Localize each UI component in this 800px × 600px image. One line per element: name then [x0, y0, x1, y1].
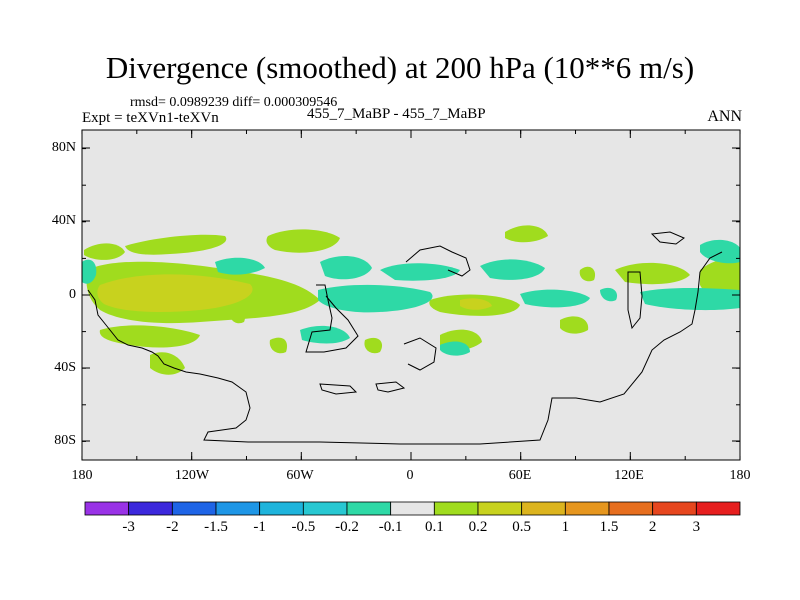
contour-cyan-north-pacific [215, 257, 265, 275]
colorbar-swatch-14 [695, 501, 741, 516]
coastline-pacific-islands [650, 231, 685, 245]
coastlines [87, 231, 723, 445]
season-label: ANN [707, 108, 742, 125]
coastline-east-asia [627, 271, 643, 330]
colorbar-label: 0.5 [512, 519, 532, 535]
map-tick-marks [81, 130, 741, 460]
coastline-madagascar [403, 337, 437, 371]
colorbar-swatch-10 [521, 501, 566, 516]
coastline-australia [319, 381, 406, 395]
stats-text: rmsd= 0.0989239 diff= 0.000309546 [130, 95, 338, 110]
contour-cyan-indian [520, 289, 590, 308]
coastline-africa [305, 284, 359, 353]
contour-olive-core-1 [97, 274, 253, 312]
contour-green-north-atlantic [266, 229, 340, 253]
contour-cyan-atlantic [318, 284, 433, 313]
contour-cyan-atlantic-2 [380, 263, 460, 281]
contour-cyan-east-pacific [320, 256, 372, 280]
colorbar-label: 1 [561, 519, 570, 535]
contour-green-eurasia [505, 225, 548, 243]
lon-label-60w: 60W [286, 468, 314, 483]
colorbar-swatch-11 [564, 501, 610, 516]
contour-cyan-west-pacific [640, 288, 740, 311]
colorbar-swatch-4 [259, 501, 304, 516]
contour-cyan-south-2 [440, 341, 470, 356]
contour-green-north-pacific-2 [125, 234, 227, 255]
contour-green-north-pacific [84, 243, 125, 260]
lon-label-180w: 180 [71, 468, 93, 483]
colorbar-label: 0.1 [424, 519, 444, 535]
contour-cyan-small [600, 287, 618, 302]
colorbar-swatch-13 [652, 501, 697, 516]
colorbar-swatch-3 [215, 501, 261, 516]
lon-label-120e: 120E [614, 468, 644, 483]
lon-label-120w: 120W [174, 468, 210, 483]
divergence-contours [82, 225, 740, 375]
colorbar-swatch-1 [128, 501, 173, 516]
lat-label-40n: 40N [51, 213, 76, 228]
contour-green-small-1 [229, 308, 246, 324]
colorbar-swatch-5 [302, 501, 348, 516]
contour-cyan-south-1 [300, 325, 350, 344]
lon-label-60e: 60E [508, 468, 532, 483]
contour-cyan-east-asia [700, 239, 740, 264]
lat-label-eq: 0 [69, 287, 76, 302]
colorbar-label: -3 [122, 519, 135, 535]
lon-label-0: 0 [406, 468, 414, 483]
colorbar-swatch-12 [608, 501, 654, 516]
colorbar-swatch-7 [390, 501, 435, 516]
contour-green-south-pacific [99, 325, 200, 348]
colorbar-label: 1.5 [599, 519, 619, 535]
contour-green-maritime [615, 262, 690, 285]
colorbar-label: -1 [253, 519, 266, 535]
colorbar-label: -1.5 [204, 519, 228, 535]
colorbar-label: -0.5 [291, 519, 316, 535]
colorbar-swatch-9 [477, 501, 523, 516]
contour-green-small-2 [579, 266, 596, 282]
contour-green-indian [560, 316, 589, 334]
cases-label: 455_7_MaBP - 455_7_MaBP [307, 106, 486, 122]
colorbar-swatch-8 [433, 501, 479, 516]
coastline-eurasia [405, 245, 471, 277]
coastline-americas [87, 251, 723, 445]
colorbar-label: -2 [166, 519, 179, 535]
lat-label-40s: 40S [54, 360, 76, 375]
lat-label-80s: 80S [54, 433, 76, 448]
colorbar-swatch-0 [84, 501, 130, 516]
contour-cyan-eurasia [480, 259, 545, 280]
contour-olive-core-2 [460, 298, 492, 310]
colorbar-label: -0.2 [335, 519, 359, 535]
colorbar-swatch-2 [171, 501, 217, 516]
map-panel [81, 129, 741, 461]
colorbar-swatch-6 [346, 501, 392, 516]
contour-green-small-3 [269, 337, 288, 354]
colorbar [84, 501, 741, 516]
plot-title: Divergence (smoothed) at 200 hPa (10**6 … [105, 50, 695, 85]
contour-green-small-4 [364, 337, 383, 354]
colorbar-label: 3 [692, 519, 701, 535]
contour-cyan-dateline [82, 259, 97, 284]
colorbar-label: -0.1 [378, 519, 403, 535]
colorbar-label: 0.2 [468, 519, 488, 535]
lon-label-180e: 180 [729, 468, 751, 483]
experiment-label: Expt = teXVn1-teXVn [82, 110, 219, 126]
colorbar-label: 2 [648, 519, 657, 535]
lat-label-80n: 80N [51, 140, 76, 155]
